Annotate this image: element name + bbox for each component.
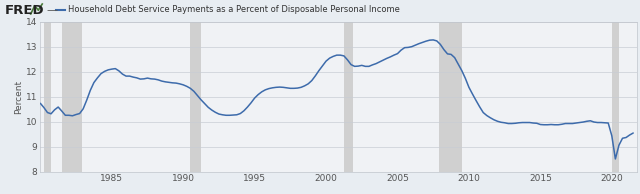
- Bar: [61, 22, 82, 172]
- Bar: [344, 22, 353, 172]
- Bar: [439, 22, 462, 172]
- Text: Household Debt Service Payments as a Percent of Disposable Personal Income: Household Debt Service Payments as a Per…: [68, 5, 401, 15]
- Y-axis label: Percent: Percent: [14, 80, 23, 114]
- Bar: [190, 22, 201, 172]
- Bar: [612, 22, 619, 172]
- Text: —: —: [47, 5, 58, 15]
- Bar: [44, 22, 51, 172]
- Text: FRED: FRED: [5, 3, 45, 16]
